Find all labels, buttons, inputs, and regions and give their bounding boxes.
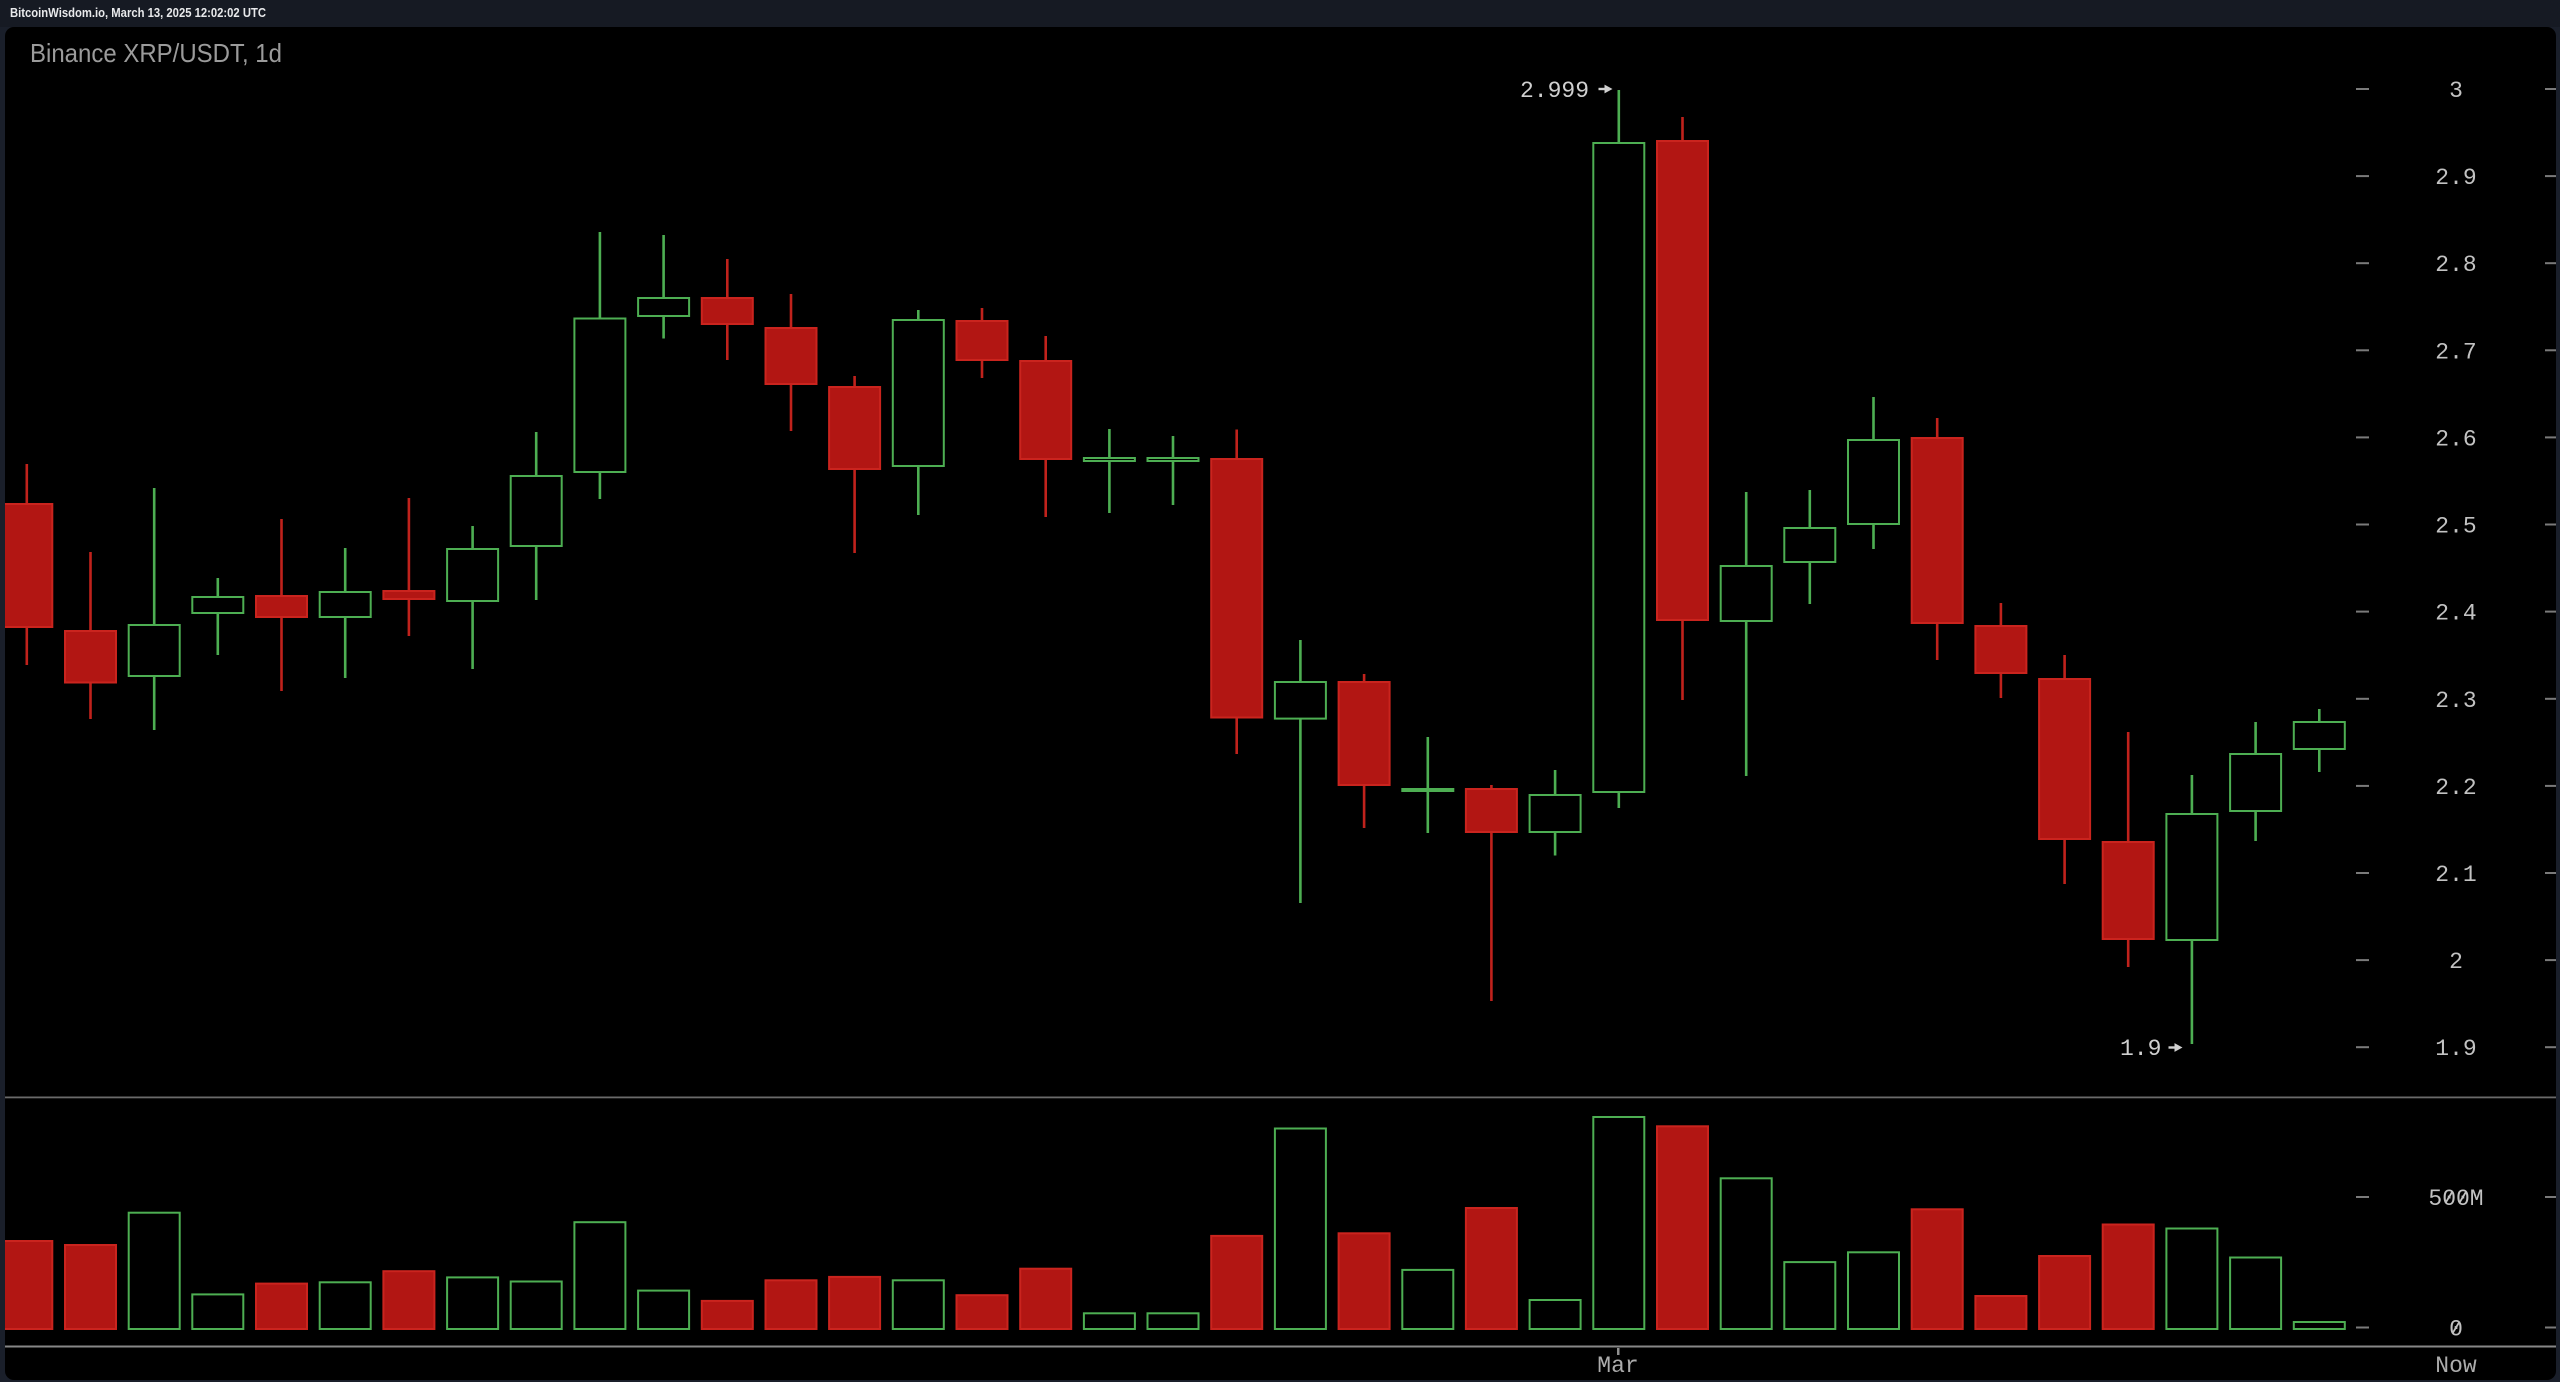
svg-text:BitcoinWisdom.io, March 13, 20: BitcoinWisdom.io, March 13, 2025 12:02:0… [10,5,267,20]
svg-text:2.1: 2.1 [2435,862,2476,888]
svg-text:500M: 500M [2428,1186,2483,1212]
svg-text:2.2: 2.2 [2435,775,2476,801]
svg-text:2: 2 [2449,949,2463,975]
svg-text:1.9: 1.9 [2120,1036,2161,1062]
svg-text:2.5: 2.5 [2435,514,2476,540]
svg-text:Now: Now [2435,1353,2477,1379]
svg-text:2.999: 2.999 [1520,78,1589,104]
svg-text:2.8: 2.8 [2435,252,2476,278]
svg-text:2.9: 2.9 [2435,165,2476,191]
svg-text:Mar: Mar [1597,1353,1638,1379]
svg-text:0: 0 [2449,1317,2463,1343]
svg-text:1.9: 1.9 [2435,1036,2476,1062]
svg-text:2.6: 2.6 [2435,426,2476,452]
svg-text:Binance XRP/USDT, 1d: Binance XRP/USDT, 1d [30,38,282,68]
svg-text:2.7: 2.7 [2435,339,2476,365]
svg-text:2.3: 2.3 [2435,688,2476,714]
svg-text:2.4: 2.4 [2435,601,2476,627]
svg-text:3: 3 [2449,78,2463,104]
